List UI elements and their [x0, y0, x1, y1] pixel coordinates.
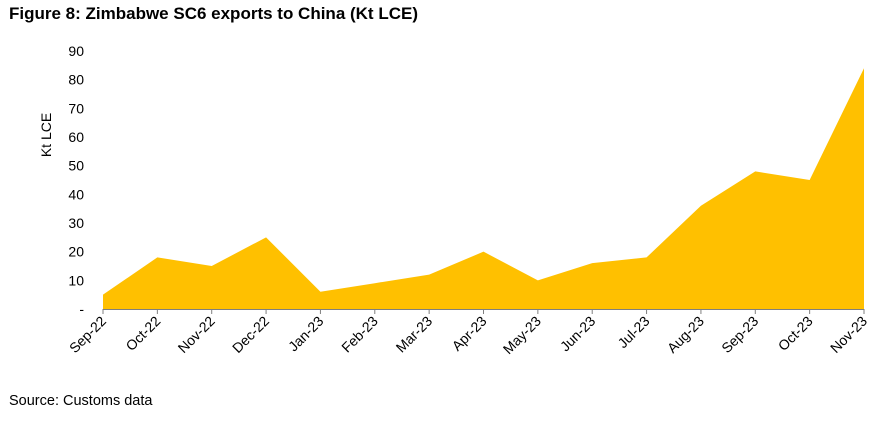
y-tick-label: 80	[68, 72, 84, 88]
plot-area	[103, 68, 864, 310]
y-axis-label: Kt LCE	[38, 113, 54, 157]
x-tick-label: Mar-23	[393, 313, 436, 356]
y-tick-label: 60	[68, 129, 84, 145]
source-note: Source: Customs data	[9, 393, 153, 409]
x-tick-label: Sep-23	[718, 313, 761, 356]
series-area	[103, 68, 864, 309]
y-tick-label: 10	[68, 272, 84, 288]
x-tick-label: Jan-23	[285, 313, 327, 355]
x-tick-label: Sep-22	[66, 313, 109, 356]
x-axis-ticks: Sep-22 Oct-22 Nov-22 Dec-22 Jan-23 Feb-23 Mar-…	[66, 309, 870, 357]
y-tick-label: 30	[68, 215, 84, 231]
x-tick-label: Apr-23	[449, 313, 490, 354]
y-tick-label: -	[79, 301, 84, 317]
x-tick-label: Dec-22	[229, 313, 272, 356]
x-tick-label: Oct-23	[775, 313, 816, 354]
y-tick-label: 50	[68, 158, 84, 174]
y-tick-label: 70	[68, 100, 84, 116]
x-tick-label: Oct-22	[122, 313, 163, 354]
y-tick-label: 20	[68, 244, 84, 260]
x-tick-label: Aug-23	[664, 313, 707, 356]
x-tick-label: Nov-23	[827, 313, 870, 356]
x-tick-label: Nov-22	[175, 313, 218, 356]
x-tick-label: Jun-23	[557, 313, 599, 355]
x-tick-label: May-23	[500, 313, 544, 357]
figure-title: Figure 8: Zimbabwe SC6 exports to China …	[9, 4, 418, 23]
x-tick-label: Feb-23	[338, 313, 381, 356]
y-axis-ticks: - 10 20 30 40 50 60 70 80 90	[68, 43, 84, 317]
y-tick-label: 40	[68, 186, 84, 202]
y-tick-label: 90	[68, 43, 84, 59]
x-tick-label: Jul-23	[614, 313, 652, 351]
area-chart: - 10 20 30 40 50 60 70 80 90 Sep-22 Oct-22 Nov-22 De…	[38, 43, 870, 357]
